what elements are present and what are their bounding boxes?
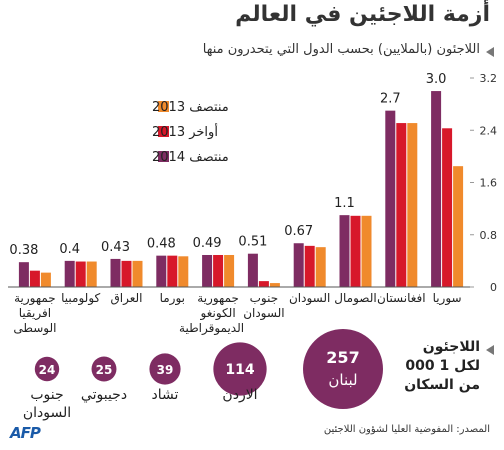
bubble — [213, 342, 267, 396]
marker-icon — [486, 345, 494, 355]
x-tick-label: العراق — [110, 291, 143, 305]
bar — [247, 253, 258, 287]
bubble — [91, 356, 117, 382]
value-label: 1.1 — [334, 196, 355, 211]
bar — [396, 123, 407, 287]
bubble-value: 114 — [225, 362, 254, 378]
marker-icon — [486, 47, 494, 57]
bubble-label: دجيبوتي — [80, 387, 128, 403]
bar — [361, 215, 372, 287]
value-label: 2.7 — [380, 92, 401, 107]
bar — [202, 254, 213, 287]
x-tick-label: افغانستان — [376, 291, 426, 305]
bar — [350, 215, 361, 287]
x-tick-label: جمهورية الكونغو الديموقراطية — [179, 291, 245, 335]
bar — [86, 261, 97, 287]
legend-label: أواخر 2013 — [152, 123, 218, 140]
x-tick-label: سوريا — [432, 291, 462, 305]
bubble-value: 25 — [96, 363, 113, 377]
x-tick-label: الصومال — [334, 291, 377, 305]
source: المصدر: المفوضية العليا لشؤون اللاجئين — [323, 424, 490, 435]
logo: AFP — [10, 424, 41, 442]
value-label: 3.0 — [426, 72, 447, 87]
legend-label: منتصف 2014 — [152, 150, 229, 165]
bar — [339, 215, 350, 287]
y-tick-label: 0 — [490, 281, 497, 294]
legend-swatch — [158, 101, 169, 112]
bubble-label: لبنان — [328, 371, 357, 389]
y-tick-label: 1.6 — [480, 177, 498, 190]
bar — [453, 166, 464, 287]
bar — [40, 272, 51, 287]
value-label: 0.49 — [193, 236, 222, 251]
bar — [18, 262, 29, 287]
bubble-value: 257 — [326, 348, 359, 367]
y-tick-label: 0.8 — [480, 229, 498, 242]
bar — [258, 281, 269, 287]
bar — [407, 123, 418, 287]
bubble — [303, 329, 383, 409]
bar — [132, 260, 143, 287]
bar — [178, 256, 189, 287]
x-tick-label: السودان — [288, 291, 331, 305]
bar — [431, 91, 442, 287]
x-tick-label: جنوب السودان — [243, 291, 285, 320]
bar — [293, 243, 304, 287]
bar — [121, 260, 132, 287]
y-tick-label: 3.2 — [480, 72, 498, 85]
bar — [442, 128, 453, 287]
bubble-value: 39 — [157, 363, 174, 377]
x-tick-label: كولومبيا — [61, 291, 101, 305]
bar — [304, 245, 315, 287]
bubble-label: الاردن — [222, 387, 258, 403]
legend-swatch — [158, 126, 169, 137]
value-label: 0.51 — [238, 235, 267, 250]
bar — [385, 110, 396, 287]
value-label: 0.38 — [9, 243, 38, 258]
bar — [167, 255, 178, 287]
value-label: 0.48 — [147, 237, 176, 252]
bar — [64, 260, 75, 287]
legend-label: منتصف 2013 — [152, 100, 229, 115]
legend-swatch — [158, 151, 169, 162]
bar — [269, 283, 280, 287]
bubble-label: تشاد — [151, 387, 179, 403]
x-tick-label: جمهورية افريقيا الوسطى — [13, 291, 57, 335]
bar — [75, 261, 86, 287]
bar — [29, 270, 40, 287]
value-label: 0.4 — [59, 242, 80, 257]
value-label: 0.67 — [284, 224, 313, 239]
bar — [315, 247, 326, 287]
bar — [213, 254, 224, 287]
bubble — [34, 356, 60, 382]
bar — [156, 255, 167, 287]
chart-subtitle: اللاجئون (بالملايين) بحسب الدول التي يتح… — [202, 42, 480, 57]
bar — [110, 258, 121, 287]
bubble — [149, 353, 181, 385]
bubble-value: 24 — [39, 363, 56, 377]
bubble-title: اللاجئون لكل 1 000 من السكان — [404, 339, 480, 393]
x-tick-label: بورما — [159, 291, 185, 305]
bar — [224, 254, 235, 287]
chart-title: أزمة اللاجئين في العالم — [235, 2, 490, 27]
bubble-label: جنوب السودان — [22, 387, 72, 421]
y-tick-label: 2.4 — [480, 124, 498, 137]
value-label: 0.43 — [101, 240, 130, 255]
